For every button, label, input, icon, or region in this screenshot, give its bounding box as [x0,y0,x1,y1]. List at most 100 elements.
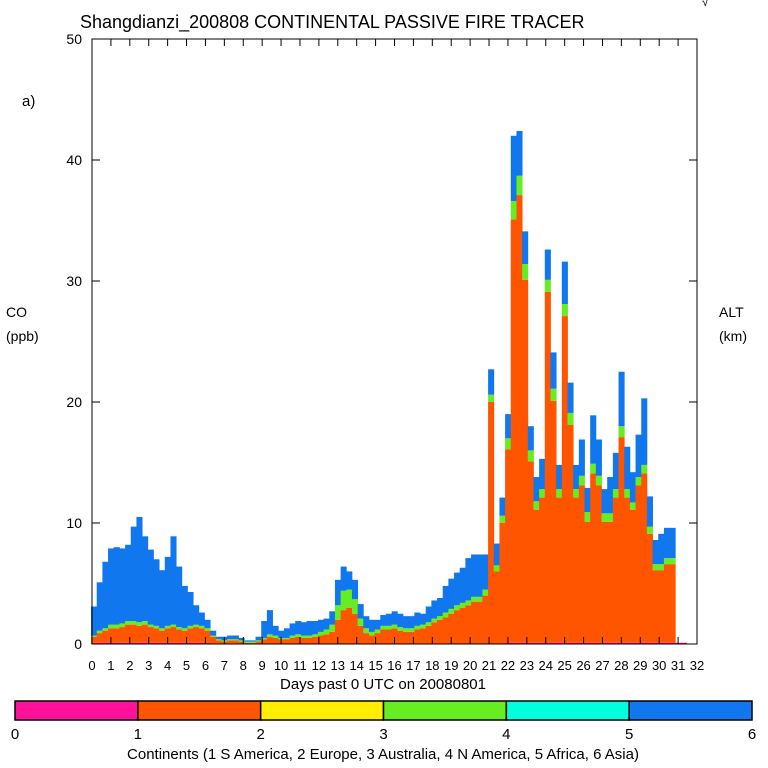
bar-segment-n-america [618,426,625,438]
bar-segment-europe [567,424,574,643]
bar-segment-europe [573,497,580,643]
bar-segment-europe [442,617,449,644]
bar-segment-asia [431,600,438,619]
bar-segment-asia [385,613,393,626]
bar-segment-europe [317,635,324,644]
bar-segment-n-america [561,303,568,317]
bar-segment-europe [522,279,529,643]
bar-segment-asia [442,585,449,613]
bar-segment-s-america [635,642,642,644]
bar-segment-n-america [499,515,506,523]
bar-segment-n-america [607,513,614,522]
bar-segment-n-america [408,628,415,632]
bar-segment-n-america [516,175,523,196]
bar-segment-asia [527,426,534,451]
x-tick-label: 7 [221,658,228,673]
bar-segment-n-america [340,590,347,611]
bar-segment-n-america [125,621,132,625]
bar-segment-europe [533,509,540,643]
bar-segment-europe [136,625,143,643]
bar-segment-asia [482,554,489,590]
x-tick-label: 32 [690,658,704,673]
bar-segment-asia [147,549,154,625]
bar-segment-asia [312,621,319,635]
bar-segment-europe [198,628,205,643]
bar-segment-asia [317,619,324,632]
bar-segment-n-america [170,624,177,628]
bar-segment-s-america [663,642,670,644]
bar-segment-n-america [357,618,364,626]
bar-segment-europe [482,595,489,644]
bar-segment-asia [283,628,290,638]
bar-segment-asia [232,635,239,640]
bar-segment-europe [187,628,194,643]
bar-segment-n-america [210,635,217,637]
bar-segment-asia [227,635,234,640]
x-tick-label: 27 [595,658,609,673]
bar-segment-n-america [385,625,393,630]
bar-segment-europe [368,635,376,644]
plot-area [91,130,687,644]
bar-segment-asia [607,477,614,514]
panel-label: a) [22,93,35,110]
bar-segment-asia [624,446,631,490]
colorbar-segment [14,700,139,721]
bar-segment-asia [573,464,580,490]
bar-segment-europe [516,195,523,643]
bar-segment-europe [493,571,500,644]
bar-segment-europe [646,533,653,643]
bar-segment-s-america [567,642,574,644]
bar-segment-asia [425,606,432,623]
bar-segment-asia [187,591,194,626]
bar-segment-asia [658,533,665,565]
bar-segment-n-america [544,279,551,292]
bar-segment-asia [96,582,103,631]
colorbar-segment [259,700,385,721]
bar-segment-n-america [96,630,103,634]
bar-segment-n-america [238,640,245,642]
bar-segment-europe [119,627,126,643]
x-tick-label: 10 [274,658,288,673]
bar-segment-europe [266,636,273,644]
bar-segment-europe [125,624,132,643]
bar-segment-europe [329,631,336,644]
bar-segment-europe [210,636,217,644]
bar-segment-asia [448,578,455,609]
x-tick-label: 19 [444,658,458,673]
bar-segment-asia [153,559,160,626]
bar-segment-europe [215,640,222,644]
bar-segment-n-america [300,635,307,638]
bar-segment-n-america [130,621,137,625]
bar-segment-s-america [130,642,137,644]
bar-segment-asia [510,135,517,202]
bar-segment-europe [629,509,636,643]
bar-segment-asia [130,526,137,622]
bar-segment-n-america [255,640,262,642]
bar-segment-asia [590,415,597,464]
bar-segment-n-america [272,635,279,638]
bar-segment-n-america [312,634,319,637]
bar-segment-asia [266,610,273,635]
bar-segment-europe [357,625,364,644]
bar-segment-n-america [635,477,642,486]
bar-segment-asia [102,561,109,629]
bar-segment-s-america [556,642,563,644]
bar-segment-n-america [249,641,256,643]
y2-axis-unit: (km) [719,328,747,344]
bar-segment-s-america [550,642,557,644]
bar-segment-asia [669,527,676,559]
bar-segment-asia [306,621,313,636]
bar-segment-n-america [323,629,330,635]
colorbar: 0 1 2 3 4 5 6 [11,700,756,743]
y-tick-label: 0 [74,636,82,652]
bar-segment-s-america [544,642,551,644]
bar-segment-europe [295,636,302,644]
bar-segment-n-america [329,624,336,632]
bar-segment-n-america [397,627,404,631]
colorbar-tick-label: 3 [379,726,387,743]
bar-segment-n-america [420,624,427,629]
bar-segment-europe [408,631,415,644]
bar-segment-s-america [516,642,523,644]
bar-segment-n-america [380,625,387,630]
